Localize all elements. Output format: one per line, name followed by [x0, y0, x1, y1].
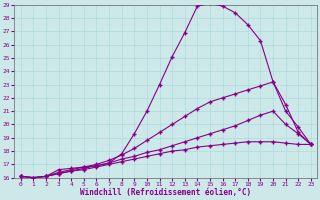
X-axis label: Windchill (Refroidissement éolien,°C): Windchill (Refroidissement éolien,°C) [80, 188, 252, 197]
